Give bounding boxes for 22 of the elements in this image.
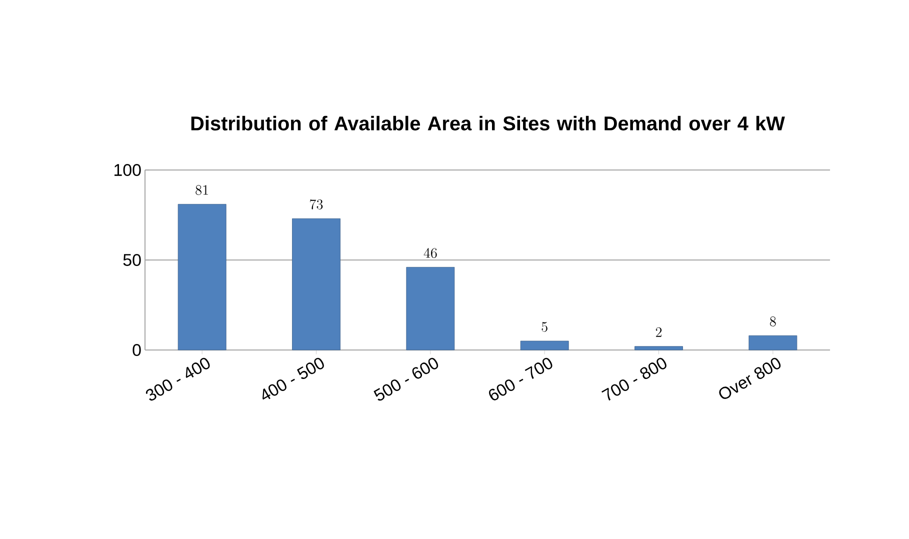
chart-title: Distribution of Available Area in Sites with Demand over 4 kW	[191, 116, 785, 130]
bar	[520, 340, 569, 350]
data-label: 8	[770, 316, 776, 326]
data-label: 2	[656, 327, 662, 337]
x-tick-label: 400 - 500	[262, 358, 324, 400]
y-tick-label: 100	[114, 164, 141, 176]
bar	[178, 204, 226, 350]
bar	[292, 218, 340, 350]
data-label: 5	[542, 322, 548, 332]
bar	[634, 346, 683, 350]
data-label: 46	[424, 248, 437, 258]
x-tick-label: 300 - 400	[146, 358, 210, 401]
bar	[406, 266, 455, 350]
bar	[748, 335, 798, 350]
x-tick-label: 600 - 700	[489, 358, 552, 400]
data-label: 73	[310, 199, 323, 210]
x-tick-label: 500 - 600	[374, 358, 438, 401]
x-tick-label: 700 - 800	[602, 358, 666, 401]
data-label: 81	[196, 185, 208, 195]
x-tick-label: Over 800	[719, 358, 781, 399]
y-tick-label: 50	[123, 254, 141, 266]
y-tick-label: 0	[132, 344, 141, 356]
